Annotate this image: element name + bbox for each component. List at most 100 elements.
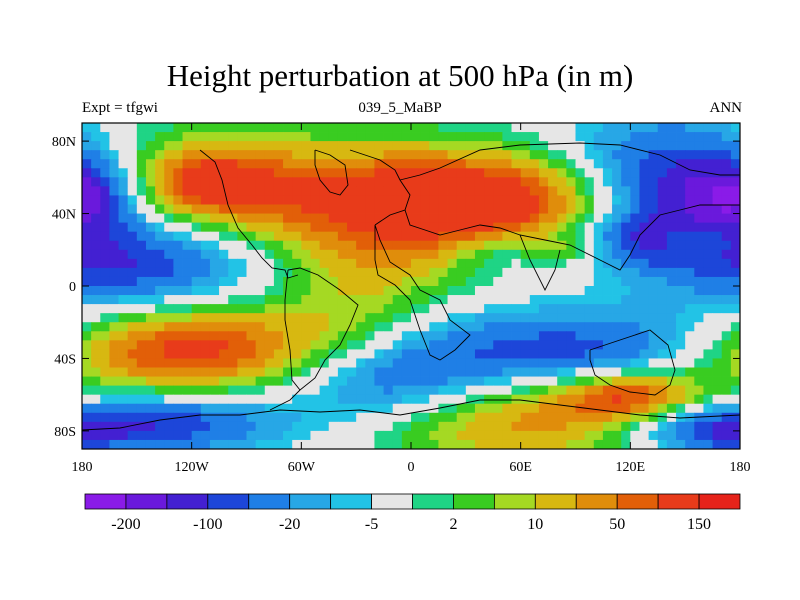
- heatmap-cell: [127, 430, 138, 441]
- heatmap-cell: [685, 394, 695, 405]
- heatmap-cell: [584, 267, 595, 278]
- heatmap-cell: [721, 258, 732, 269]
- heatmap-cell: [502, 412, 512, 423]
- heatmap-cell: [118, 186, 129, 196]
- heatmap-cell: [237, 439, 247, 449]
- heatmap-cell: [109, 222, 119, 233]
- heatmap-cell: [593, 376, 604, 387]
- heatmap-cell: [365, 403, 375, 414]
- heatmap-cell: [566, 430, 576, 441]
- heatmap-cell: [91, 195, 101, 205]
- heatmap-cell: [493, 394, 503, 405]
- heatmap-cell: [365, 222, 375, 233]
- heatmap-cell: [657, 168, 668, 178]
- heatmap-cell: [721, 304, 732, 314]
- heatmap-cell: [301, 403, 311, 414]
- heatmap-cell: [392, 132, 403, 142]
- heatmap-cell: [584, 367, 595, 377]
- heatmap-cell: [566, 231, 576, 242]
- heatmap-cell: [374, 141, 384, 151]
- heatmap-cell: [273, 195, 284, 205]
- heatmap-cell: [127, 150, 138, 160]
- heatmap-cell: [136, 195, 147, 205]
- heatmap-cell: [712, 421, 723, 432]
- heatmap-cell: [575, 385, 586, 396]
- heatmap-cell: [666, 439, 677, 449]
- heatmap-cell: [209, 231, 220, 242]
- heatmap-cell: [639, 349, 650, 359]
- heatmap-cell: [127, 367, 138, 377]
- heatmap-cell: [630, 195, 640, 205]
- heatmap-cell: [365, 349, 375, 359]
- heatmap-cell: [520, 123, 531, 133]
- heatmap-cell: [685, 430, 695, 441]
- heatmap-cell: [685, 168, 695, 178]
- heatmap-cell: [283, 322, 293, 332]
- heatmap-cell: [575, 240, 586, 251]
- heatmap-cell: [511, 258, 522, 269]
- heatmap-cell: [374, 412, 384, 423]
- heatmap-cell: [365, 195, 375, 205]
- heatmap-cell: [292, 168, 302, 178]
- heatmap-cell: [136, 249, 147, 260]
- heatmap-cell: [639, 249, 650, 260]
- heatmap-cell: [420, 421, 430, 432]
- heatmap-cell: [255, 367, 266, 377]
- heatmap-cell: [676, 240, 686, 251]
- heatmap-cell: [173, 430, 183, 441]
- heatmap-cell: [182, 358, 193, 368]
- heatmap-cell: [209, 276, 220, 287]
- heatmap-cell: [484, 159, 494, 169]
- heatmap-cell: [557, 313, 567, 323]
- heatmap-cell: [237, 276, 247, 287]
- heatmap-cell: [502, 123, 512, 133]
- heatmap-cell: [721, 430, 732, 441]
- heatmap-cell: [118, 403, 129, 414]
- heatmap-cell: [374, 249, 384, 260]
- heatmap-cell: [666, 358, 677, 368]
- heatmap-cell: [429, 403, 439, 414]
- heatmap-cell: [219, 123, 229, 133]
- heatmap-cell: [465, 340, 476, 350]
- heatmap-cell: [91, 331, 101, 341]
- heatmap-cell: [456, 349, 467, 359]
- heatmap-cell: [676, 421, 686, 432]
- heatmap-cell: [685, 304, 695, 314]
- x-tick-label: 120W: [175, 460, 210, 475]
- heatmap-cell: [164, 349, 174, 359]
- heatmap-cell: [145, 159, 156, 169]
- heatmap-cell: [100, 430, 110, 441]
- heatmap-cell: [411, 150, 421, 160]
- heatmap-cell: [630, 186, 640, 196]
- heatmap-cell: [676, 394, 686, 405]
- heatmap-cell: [548, 123, 558, 133]
- heatmap-cell: [465, 358, 476, 368]
- heatmap-cell: [511, 186, 522, 196]
- heatmap-cell: [182, 331, 193, 341]
- y-tick-label: 0: [69, 280, 76, 295]
- heatmap-cell: [557, 276, 567, 287]
- heatmap-cell: [694, 186, 704, 196]
- colorbar-label: 50: [609, 516, 625, 533]
- heatmap-cell: [566, 186, 576, 196]
- heatmap-cell: [283, 204, 293, 214]
- heatmap-cell: [538, 421, 549, 432]
- heatmap-cell: [401, 186, 412, 196]
- heatmap-cell: [429, 358, 439, 368]
- heatmap-cell: [337, 430, 348, 441]
- heatmap-cell: [365, 240, 375, 251]
- heatmap-cell: [191, 385, 202, 396]
- heatmap-cell: [136, 421, 147, 432]
- heatmap-cell: [621, 331, 631, 341]
- heatmap-cell: [136, 204, 147, 214]
- heatmap-cell: [246, 331, 257, 341]
- heatmap-cell: [237, 213, 247, 224]
- heatmap-cell: [118, 349, 129, 359]
- heatmap-cell: [712, 222, 723, 233]
- heatmap-cell: [310, 358, 321, 368]
- heatmap-cell: [612, 295, 622, 305]
- heatmap-cell: [566, 177, 576, 187]
- x-tick-label: 0: [408, 460, 415, 475]
- heatmap-cell: [666, 313, 677, 323]
- heatmap-cell: [429, 349, 439, 359]
